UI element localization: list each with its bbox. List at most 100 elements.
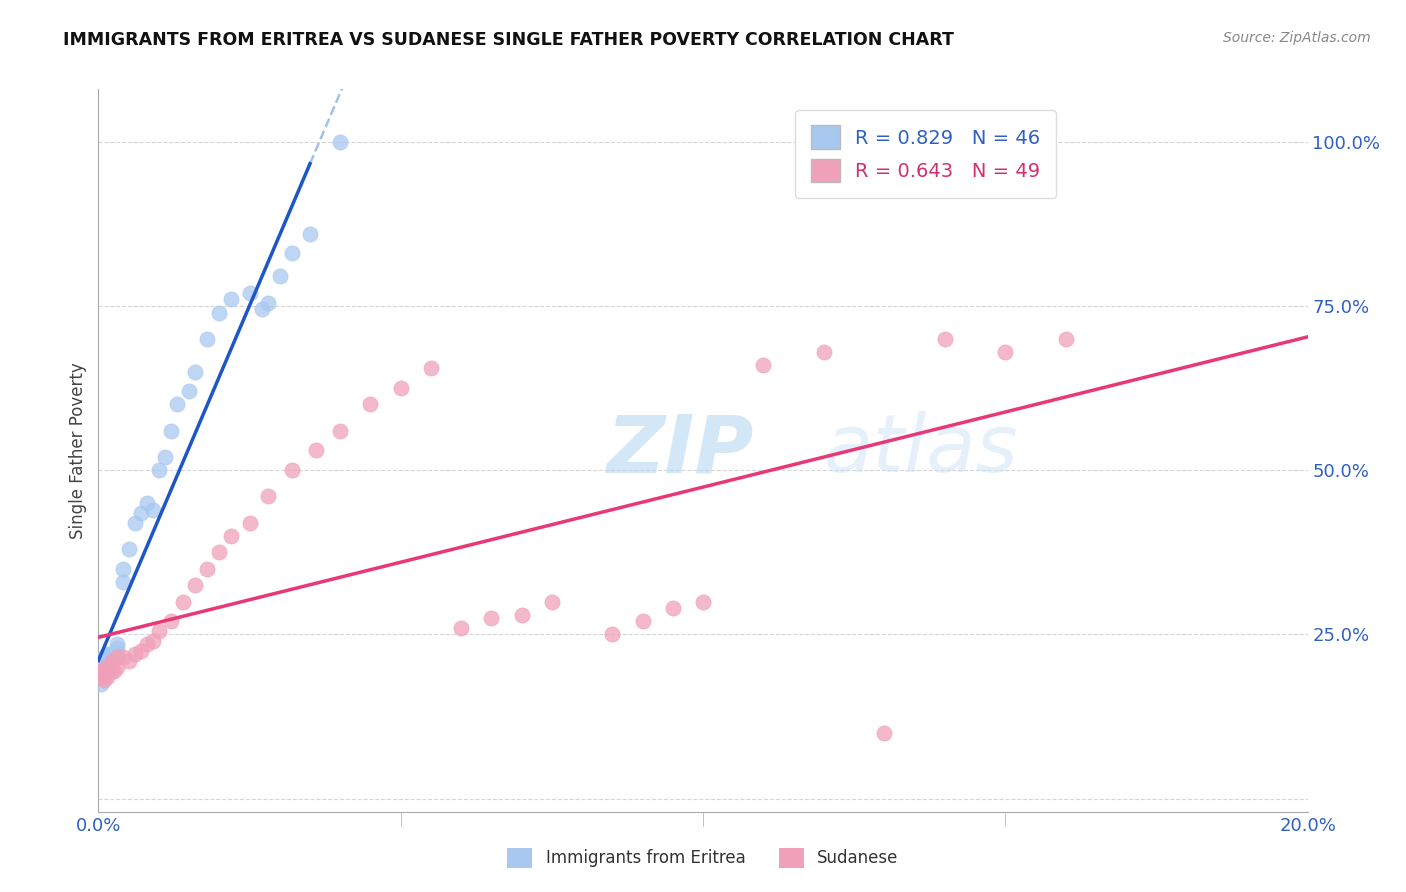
Point (111, 562, 134, 576)
Point (105, 660, 128, 674)
Point (239, 516, 262, 530)
Point (100, 660, 122, 674)
Point (172, 594, 194, 608)
Point (94, 660, 117, 674)
Point (129, 644, 152, 658)
Point (281, 246, 304, 260)
Point (93, 666, 115, 681)
Point (100, 647, 122, 661)
Point (105, 637, 128, 651)
Point (100, 664, 122, 678)
Point (111, 650, 134, 665)
Point (873, 726, 896, 740)
Point (96, 670, 118, 684)
Point (129, 506, 152, 520)
Point (89, 664, 111, 678)
Point (184, 578, 207, 592)
Point (118, 541, 141, 556)
Text: ZIP: ZIP (606, 411, 754, 490)
Point (148, 624, 170, 639)
Point (124, 516, 146, 530)
Point (184, 365, 207, 379)
Point (89, 664, 111, 678)
Point (97, 657, 120, 671)
Point (481, 611, 503, 625)
Point (256, 490, 278, 504)
Point (208, 305, 231, 319)
Point (420, 361, 443, 376)
Point (103, 650, 125, 665)
Point (208, 545, 231, 559)
Point (450, 621, 472, 635)
Point (148, 463, 170, 477)
Point (360, 397, 382, 411)
Point (90, 670, 112, 684)
Point (239, 285, 262, 300)
Point (179, 384, 201, 399)
Point (105, 650, 128, 665)
Point (142, 634, 165, 648)
Point (994, 345, 1017, 359)
Point (142, 502, 165, 516)
Point (96, 647, 118, 661)
Point (93, 673, 115, 688)
Point (195, 562, 218, 576)
Point (661, 601, 683, 615)
Point (221, 529, 243, 543)
Point (540, 594, 562, 608)
Point (91, 664, 114, 678)
Point (510, 607, 533, 622)
Point (100, 647, 122, 661)
Point (813, 345, 835, 359)
Point (91, 664, 114, 678)
Point (94, 660, 117, 674)
Point (160, 614, 183, 628)
Point (103, 664, 125, 678)
Point (250, 302, 273, 317)
Point (269, 269, 291, 284)
Text: IMMIGRANTS FROM ERITREA VS SUDANESE SINGLE FATHER POVERTY CORRELATION CHART: IMMIGRANTS FROM ERITREA VS SUDANESE SING… (63, 31, 955, 49)
Point (752, 358, 775, 372)
Point (97, 664, 120, 678)
Point (305, 443, 328, 458)
Point (256, 295, 278, 310)
Point (195, 332, 218, 346)
Point (93, 654, 115, 668)
Point (631, 614, 654, 628)
Point (100, 650, 122, 665)
Point (96, 664, 118, 678)
Point (93, 664, 115, 678)
Y-axis label: Single Father Poverty: Single Father Poverty (69, 362, 87, 539)
Point (118, 654, 141, 668)
Point (329, 424, 352, 438)
Point (91, 670, 114, 684)
Point (153, 450, 176, 464)
Point (100, 654, 122, 668)
Point (281, 463, 304, 477)
Point (389, 381, 412, 395)
Point (124, 647, 146, 661)
Point (135, 496, 157, 510)
Text: atlas: atlas (824, 411, 1019, 490)
Point (166, 397, 188, 411)
Point (602, 627, 624, 641)
Text: Source: ZipAtlas.com: Source: ZipAtlas.com (1223, 31, 1371, 45)
Point (692, 594, 714, 608)
Point (221, 293, 243, 307)
Point (160, 424, 183, 438)
Point (1054, 332, 1077, 346)
Legend: R = 0.829   N = 46, R = 0.643   N = 49: R = 0.829 N = 46, R = 0.643 N = 49 (794, 110, 1056, 198)
Point (96, 654, 118, 668)
Legend: Immigrants from Eritrea, Sudanese: Immigrants from Eritrea, Sudanese (501, 841, 905, 875)
Point (105, 640, 128, 655)
Point (90, 676, 112, 690)
Point (135, 637, 157, 651)
Point (91, 660, 114, 674)
Point (329, 135, 352, 149)
Point (90, 666, 112, 681)
Point (93, 650, 115, 665)
Point (299, 227, 322, 241)
Point (105, 647, 128, 661)
Point (89, 664, 111, 678)
Point (97, 650, 120, 665)
